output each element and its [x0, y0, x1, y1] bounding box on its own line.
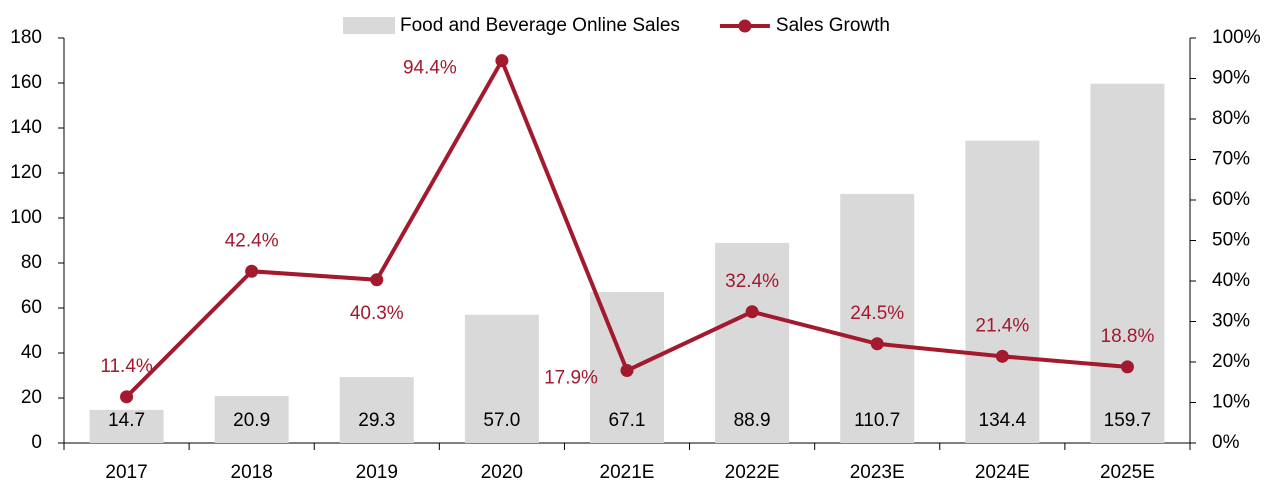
x-tick-label: 2020: [481, 462, 523, 483]
y2-tick-label: 10%: [1212, 392, 1250, 413]
line-point: [745, 305, 759, 319]
bar: [339, 377, 414, 443]
line-value-label: 94.4%: [403, 58, 457, 79]
line-value-label: 24.5%: [850, 303, 904, 324]
y-tick-label: 120: [10, 162, 42, 183]
line-point: [495, 54, 509, 68]
line-point: [620, 364, 634, 378]
x-tick-label: 2018: [231, 462, 273, 483]
line-value-label: 18.8%: [1101, 326, 1155, 347]
legend-swatch: [343, 17, 395, 34]
bar-value-label: 57.0: [483, 410, 520, 431]
line-value-label: 17.9%: [544, 368, 598, 389]
x-tick-label: 2021E: [600, 462, 655, 483]
x-tick-label: 2022E: [725, 462, 780, 483]
y2-tick-label: 40%: [1212, 270, 1250, 291]
y-tick-label: 0: [31, 432, 42, 453]
y2-tick-label: 70%: [1212, 149, 1250, 170]
line-point: [245, 264, 259, 278]
y2-tick-label: 90%: [1212, 68, 1250, 89]
bar-value-label: 29.3: [358, 410, 395, 431]
y-tick-label: 40: [21, 342, 42, 363]
legend-label: Food and Beverage Online Sales: [400, 15, 680, 36]
bar-value-label: 88.9: [734, 410, 771, 431]
line-value-label: 40.3%: [350, 303, 404, 324]
line-point: [120, 390, 134, 404]
x-tick-label: 2025E: [1100, 462, 1155, 483]
bar-value-label: 20.9: [233, 410, 270, 431]
y2-tick-label: 50%: [1212, 230, 1250, 251]
bar-value-label: 134.4: [979, 410, 1027, 431]
line-value-label: 11.4%: [100, 356, 153, 377]
line-point: [370, 273, 384, 287]
y-tick-label: 100: [10, 207, 42, 228]
y-tick-label: 80: [21, 252, 42, 273]
line-point: [1120, 360, 1134, 374]
line-point: [870, 337, 884, 351]
y-tick-label: 60: [21, 297, 42, 318]
y-tick-label: 180: [10, 27, 42, 48]
bar: [214, 395, 289, 443]
legend-label: Sales Growth: [776, 15, 890, 36]
bar: [965, 140, 1040, 443]
x-tick-label: 2023E: [850, 462, 905, 483]
y-tick-label: 20: [21, 387, 42, 408]
y-tick-label: 140: [10, 117, 42, 138]
y2-tick-label: 80%: [1212, 108, 1250, 129]
bar: [1090, 83, 1165, 444]
bar: [840, 193, 915, 443]
bar-value-label: 14.7: [108, 410, 145, 431]
bar-value-label: 110.7: [854, 410, 900, 431]
y2-tick-label: 20%: [1212, 351, 1250, 372]
line-value-label: 42.4%: [225, 230, 279, 251]
y2-tick-label: 30%: [1212, 311, 1250, 332]
y2-tick-label: 0%: [1212, 432, 1240, 453]
bar: [715, 242, 790, 443]
x-tick-label: 2024E: [975, 462, 1030, 483]
line-value-label: 32.4%: [725, 271, 779, 292]
y-tick-label: 160: [10, 72, 42, 93]
legend-swatch-point: [738, 19, 752, 33]
y2-tick-label: 60%: [1212, 189, 1250, 210]
x-tick-label: 2019: [356, 462, 398, 483]
bar: [89, 409, 164, 443]
line-point: [995, 349, 1009, 363]
x-tick-label: 2017: [105, 462, 147, 483]
bar-value-label: 159.7: [1104, 410, 1152, 431]
y2-tick-label: 100%: [1212, 27, 1261, 48]
bar-value-label: 67.1: [609, 410, 646, 431]
line-value-label: 21.4%: [975, 315, 1029, 336]
bar: [464, 314, 539, 443]
